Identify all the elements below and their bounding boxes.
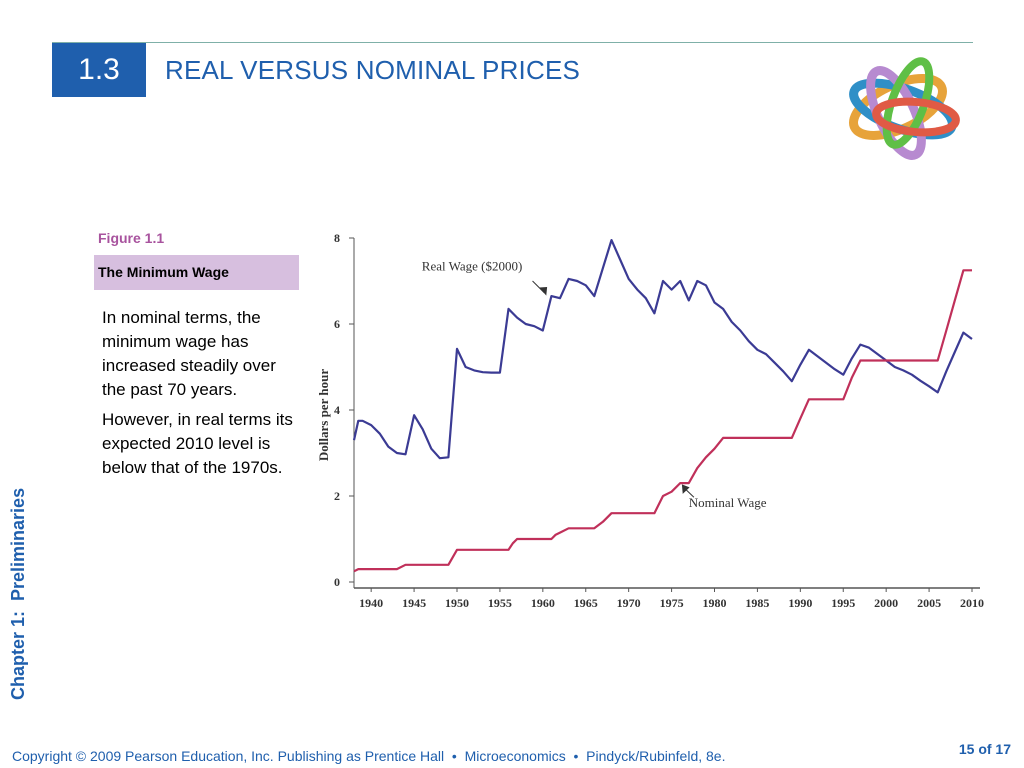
top-rule — [52, 42, 973, 43]
description-paragraph-2: However, in real terms its expected 2010… — [102, 410, 293, 477]
footer-copyright: Copyright © 2009 Pearson Education, Inc.… — [12, 748, 726, 764]
real-wage-arrowhead — [539, 287, 548, 296]
x-tick-label: 1975 — [660, 596, 684, 610]
x-tick-label: 1950 — [445, 596, 469, 610]
y-tick-label: 4 — [334, 403, 340, 417]
x-tick-label: 1995 — [831, 596, 855, 610]
x-tick-label: 1945 — [402, 596, 426, 610]
x-tick-label: 1940 — [359, 596, 383, 610]
x-tick-label: 2010 — [960, 596, 984, 610]
y-axis-label: Dollars per hour — [316, 369, 331, 461]
x-tick-label: 1955 — [488, 596, 512, 610]
chapter-label: Chapter 1: Preliminaries — [8, 487, 28, 700]
x-tick-label: 1960 — [531, 596, 555, 610]
slide-title: REAL VERSUS NOMINAL PRICES — [165, 55, 581, 85]
y-tick-label: 6 — [334, 317, 340, 331]
nominal-wage-arrowhead — [681, 484, 690, 494]
y-tick-label: 8 — [334, 231, 340, 245]
nominal-wage-annotation: Nominal Wage — [689, 495, 767, 510]
minimum-wage-chart: 0 2 4 6 8 1940 1945 1950 1955 1960 1965 1970 1975 198… — [316, 231, 984, 610]
section-number: 1.3 — [52, 43, 146, 97]
x-tick-label: 2005 — [917, 596, 941, 610]
nominal-wage-line — [353, 269, 972, 573]
y-tick-label: 0 — [334, 575, 340, 589]
y-tick-label: 2 — [334, 489, 340, 503]
figure-label: Figure 1.1 — [98, 230, 165, 246]
rings-logo-icon — [849, 57, 960, 160]
description-paragraph-1: In nominal terms, the minimum wage has i… — [102, 308, 276, 399]
real-wage-line — [352, 239, 973, 460]
x-tick-label: 1985 — [745, 596, 769, 610]
figure-description: In nominal terms, the minimum wage has i… — [102, 306, 297, 486]
x-tick-label: 1990 — [788, 596, 812, 610]
x-tick-label: 1965 — [574, 596, 598, 610]
page-number: 15 of 17 — [958, 741, 1011, 757]
figure-title-box: The Minimum Wage — [94, 255, 299, 290]
figure-title: The Minimum Wage — [98, 264, 229, 280]
x-tick-label: 2000 — [874, 596, 898, 610]
real-wage-annotation: Real Wage ($2000) — [422, 258, 523, 273]
x-tick-label: 1970 — [617, 596, 641, 610]
x-tick-label: 1980 — [703, 596, 727, 610]
